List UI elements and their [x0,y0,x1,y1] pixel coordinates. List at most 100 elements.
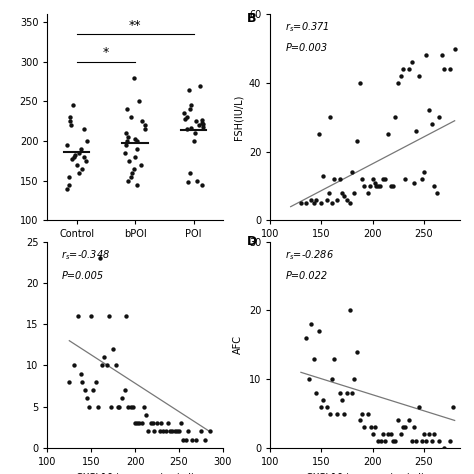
Point [197,82,204,90]
Point [338,396,346,404]
Point [312,196,320,204]
Point [72,151,79,158]
Point [436,437,443,445]
Point [82,157,90,165]
Point [94,403,102,410]
Point [446,437,453,445]
Point [316,327,323,335]
Point [80,126,87,133]
Point [190,137,198,145]
Point [354,137,361,145]
Point [141,126,148,133]
Point [415,403,423,410]
Point [422,437,430,445]
Point [92,378,100,386]
Point [392,114,399,121]
Point [149,419,156,427]
Text: **: ** [129,18,141,32]
Point [307,196,315,204]
Point [325,189,332,197]
Point [316,131,323,138]
Point [326,114,333,121]
Point [372,182,380,190]
Point [107,403,114,410]
Point [446,65,453,73]
Point [340,192,348,200]
Point [151,428,158,435]
Point [425,430,433,438]
Point [75,149,82,157]
Point [162,428,170,435]
Point [147,419,155,427]
Point [123,137,131,145]
Point [330,175,337,183]
Point [132,153,139,161]
Text: P=0.003: P=0.003 [285,43,328,53]
Point [171,428,178,435]
Point [181,115,189,123]
Point [186,106,194,113]
Point [182,436,190,444]
Point [381,437,389,445]
Point [129,403,137,410]
Point [77,145,85,153]
Point [180,436,187,444]
Point [121,149,129,157]
Point [164,419,172,427]
Point [118,395,126,402]
Point [135,98,143,105]
Text: r$_s$=0.371: r$_s$=0.371 [285,20,330,34]
Point [410,179,418,186]
Point [364,410,371,418]
Point [200,123,207,131]
Point [177,419,184,427]
Point [348,169,356,176]
Point [184,428,191,435]
Point [138,118,146,125]
Point [369,430,376,438]
Point [379,175,387,183]
Point [103,362,111,369]
Point [410,424,418,431]
Point [173,428,181,435]
Point [428,437,436,445]
Point [430,430,438,438]
Point [75,169,82,177]
Point [116,403,123,410]
Point [394,417,402,424]
Point [310,355,318,362]
Point [137,161,145,169]
Point [346,307,354,314]
Point [400,424,407,431]
Point [428,120,436,128]
Point [186,169,193,177]
Point [131,419,139,427]
Point [168,428,176,435]
Point [401,424,409,431]
Point [156,428,164,435]
Point [134,137,141,145]
Point [418,175,426,183]
Point [127,403,135,410]
Point [63,141,70,149]
Point [142,411,149,419]
Point [183,126,191,133]
X-axis label: CXCL10 in serum(pg/ml): CXCL10 in serum(pg/ml) [76,473,194,474]
Point [134,181,141,189]
Point [318,403,325,410]
Point [153,419,161,427]
Point [199,181,206,189]
Point [389,182,397,190]
Point [401,175,409,183]
Point [366,182,374,190]
Point [122,129,130,137]
Point [369,175,376,183]
Point [384,430,392,438]
Point [125,157,133,165]
Point [400,65,407,73]
Point [130,74,137,82]
Point [96,255,104,262]
Point [376,182,383,190]
Point [81,153,88,161]
Point [140,403,148,410]
